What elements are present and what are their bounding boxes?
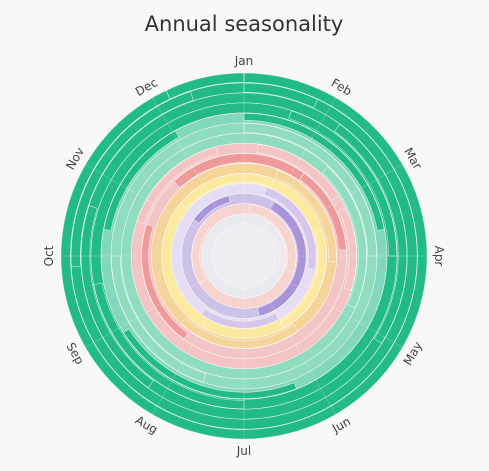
ring-12-arc-2 — [201, 308, 280, 329]
ring-8-arc-2 — [338, 207, 357, 292]
ring-12-arc-1 — [263, 186, 317, 270]
month-label-apr: Apr — [432, 246, 446, 267]
ring-11-arc-2 — [279, 230, 327, 329]
month-label-jan: Jan — [234, 54, 254, 68]
ring-9-arc-2 — [299, 172, 347, 251]
ring-4-arc-2 — [93, 282, 245, 410]
ring-3-arc-1 — [334, 123, 408, 344]
month-divider — [259, 97, 336, 229]
ring-11-arc-1 — [180, 173, 275, 210]
ring-5-arc-3 — [103, 130, 180, 231]
month-divider — [152, 283, 229, 415]
ring-8-arc-3 — [136, 146, 219, 224]
ring-5-arc-1 — [243, 112, 385, 231]
ring-7-arc-1 — [321, 166, 367, 309]
month-divider — [271, 271, 403, 348]
month-divider — [271, 164, 403, 241]
ring-9-arc-3 — [141, 223, 189, 340]
ring-9-arc-1 — [173, 153, 305, 189]
center-disc — [212, 224, 276, 288]
month-label-oct: Oct — [42, 245, 56, 266]
ring-10-arc-1 — [274, 169, 337, 263]
month-divider — [152, 97, 229, 229]
ring-2-arc-1 — [243, 82, 319, 109]
ring-3-arc-2 — [80, 205, 154, 389]
chart-title: Annual seasonality — [145, 12, 344, 36]
month-divider — [85, 271, 217, 348]
month-divider — [85, 164, 217, 241]
rings-layer — [60, 72, 428, 440]
ring-15-arc-1 — [264, 221, 287, 279]
month-label-feb: Feb — [329, 76, 354, 99]
ring-5-arc-2 — [123, 328, 297, 399]
ring-13-arc-1 — [256, 201, 307, 317]
ring-2-arc-2 — [70, 91, 194, 268]
ring-14-arc-1 — [249, 203, 297, 273]
ring-13-arc-2 — [193, 195, 231, 224]
month-label-jul: Jul — [236, 444, 251, 458]
ring-10-arc-2 — [180, 317, 299, 349]
ring-8-arc-1 — [256, 144, 340, 201]
month-label-jun: Jun — [329, 414, 353, 436]
month-divider — [259, 283, 336, 415]
ring-14-arc-2 — [191, 222, 211, 285]
